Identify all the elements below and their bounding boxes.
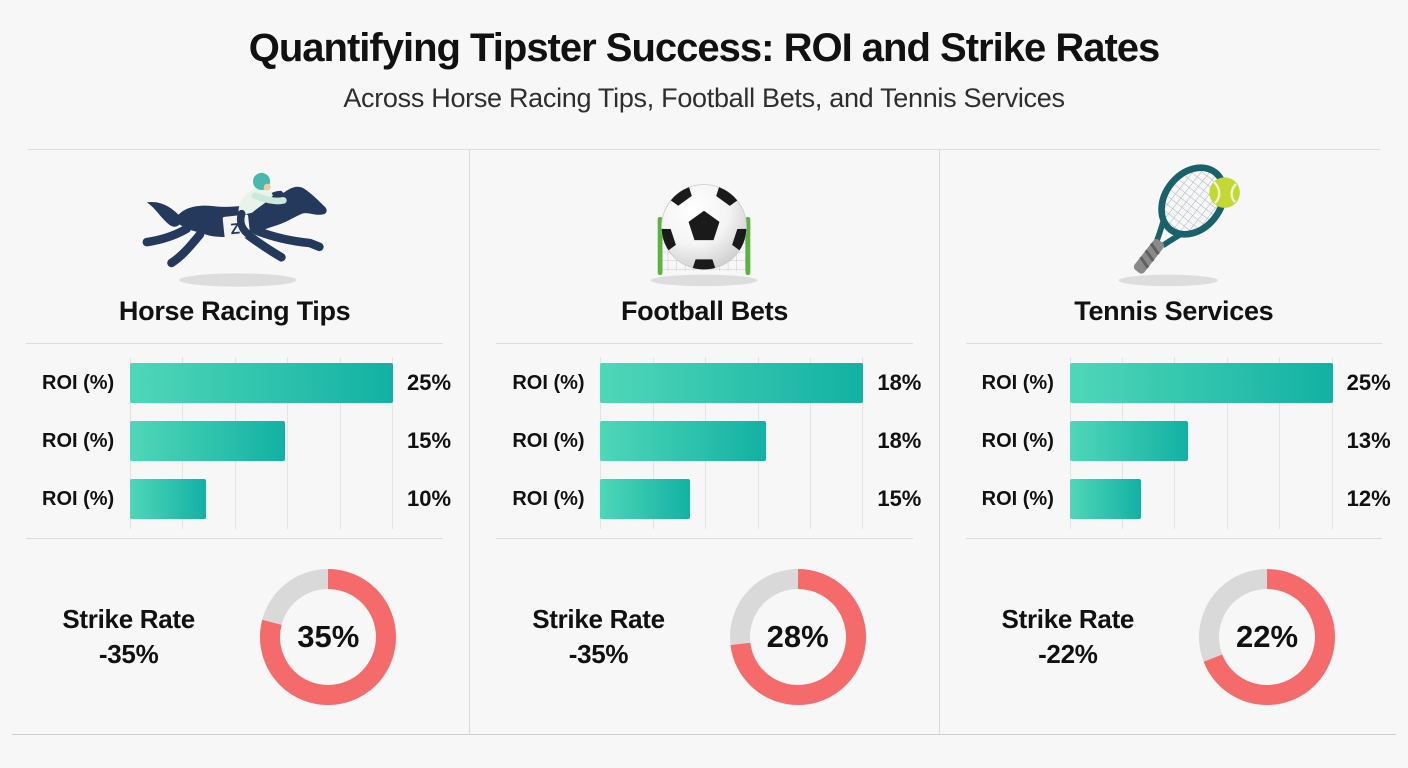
section-divider: [26, 538, 444, 539]
roi-bar: [1069, 479, 1141, 519]
roi-bar: [130, 363, 393, 403]
strike-rate-label: Strike Rate -35%: [470, 602, 726, 672]
strike-rate-label: Strike Rate -35%: [0, 602, 257, 672]
roi-bar-chart: ROI (%) 25% ROI (%) 13% ROI (%) 12%: [940, 354, 1408, 532]
strike-rate-label-line1: Strike Rate: [62, 603, 195, 634]
bar-label: ROI (%): [512, 429, 585, 452]
bar-label: ROI (%): [512, 487, 585, 510]
bar-row: ROI (%) 25%: [940, 354, 1408, 412]
page-title: Quantifying Tipster Success: ROI and Str…: [248, 26, 1161, 70]
roi-bar: [1069, 421, 1188, 461]
bar-label: ROI (%): [42, 487, 115, 510]
bar-label: ROI (%): [981, 487, 1054, 510]
bar-row: ROI (%) 18%: [470, 412, 938, 470]
horse-jockey-icon: Z: [142, 172, 327, 287]
bar-row: ROI (%) 15%: [0, 412, 469, 470]
bar-row: ROI (%) 18%: [470, 354, 938, 412]
section-divider: [496, 538, 913, 539]
strike-rate-section: Strike Rate -22% 22%: [940, 539, 1408, 735]
section-divider: [965, 538, 1382, 539]
bar-row: ROI (%) 12%: [940, 470, 1408, 528]
column-title: Football Bets: [620, 296, 789, 326]
bar-value: 25%: [1346, 370, 1391, 395]
roi-bar: [600, 479, 690, 519]
roi-bar: [130, 479, 207, 519]
bar-value: 10%: [407, 486, 452, 511]
roi-bar-chart: ROI (%) 25% ROI (%) 15% ROI (%) 10%: [0, 354, 469, 532]
donut-center-value: 35%: [297, 619, 360, 654]
strike-rate-label-line2: -35%: [98, 639, 159, 669]
column-horse-racing: Z Horse Racing Tips ROI (%) 25%: [0, 150, 469, 735]
donut-center-value: 28%: [766, 619, 829, 654]
donut-fill-arc: [729, 569, 866, 705]
bar-value: 12%: [1346, 486, 1391, 511]
section-divider: [26, 343, 444, 344]
strike-rate-donut: 28%: [727, 566, 869, 708]
bar-label: ROI (%): [42, 429, 115, 452]
bar-label: ROI (%): [42, 371, 115, 394]
bar-label: ROI (%): [981, 371, 1054, 394]
donut-fill-arc: [260, 569, 397, 705]
svg-text:Z: Z: [229, 220, 240, 238]
donut-center-value: 22%: [1235, 619, 1299, 654]
column-football: Football Bets ROI (%) 18% ROI (%) 18% RO…: [469, 150, 938, 735]
strike-rate-donut: 35%: [257, 566, 399, 708]
bar-value: 25%: [407, 370, 452, 395]
bar-row: ROI (%) 13%: [940, 412, 1408, 470]
column-title: Horse Racing Tips: [118, 296, 351, 326]
tennis-icon-wrap: [940, 160, 1408, 288]
football-icon-wrap: [470, 160, 938, 288]
columns-container: Z Horse Racing Tips ROI (%) 25%: [0, 150, 1408, 735]
bar-value: 18%: [877, 370, 922, 395]
horse-racing-icon: Z: [0, 160, 469, 288]
strike-rate-label: Strike Rate -22%: [940, 602, 1196, 672]
roi-bar: [600, 421, 767, 461]
section-divider: [496, 343, 913, 344]
strike-rate-donut: 22%: [1196, 566, 1338, 708]
roi-bar-chart: ROI (%) 18% ROI (%) 18% ROI (%) 15%: [470, 354, 938, 532]
bar-row: ROI (%) 10%: [0, 470, 469, 528]
bar-value: 15%: [407, 428, 452, 453]
bar-row: ROI (%) 15%: [470, 470, 938, 528]
bar-row: ROI (%) 25%: [0, 354, 469, 412]
bar-label: ROI (%): [512, 371, 585, 394]
bar-value: 18%: [877, 428, 922, 453]
section-divider: [965, 343, 1382, 344]
header: Quantifying Tipster Success: ROI and Str…: [0, 0, 1408, 150]
bar-value: 15%: [877, 486, 922, 511]
strike-rate-label-line1: Strike Rate: [1001, 603, 1135, 634]
bar-label: ROI (%): [981, 429, 1054, 452]
bar-value: 13%: [1346, 428, 1391, 453]
roi-bar: [600, 363, 864, 403]
strike-rate-label-line1: Strike Rate: [532, 603, 665, 634]
roi-bar: [1069, 363, 1333, 403]
column-title: Tennis Services: [1074, 296, 1274, 326]
tennis-racket-icon: [1118, 164, 1240, 287]
strike-rate-label-line2: -35%: [568, 639, 629, 669]
football-goal-icon: [651, 184, 758, 287]
column-tennis: Tennis Services ROI (%) 25% ROI (%) 13% …: [938, 150, 1408, 735]
strike-rate-section: Strike Rate -35% 35%: [0, 539, 469, 735]
strike-rate-section: Strike Rate -35% 28%: [470, 539, 938, 735]
page-subtitle: Across Horse Racing Tips, Football Bets,…: [343, 83, 1065, 113]
strike-rate-label-line2: -22%: [1038, 639, 1098, 669]
roi-bar: [130, 421, 286, 461]
donut-fill-arc: [1199, 569, 1335, 705]
